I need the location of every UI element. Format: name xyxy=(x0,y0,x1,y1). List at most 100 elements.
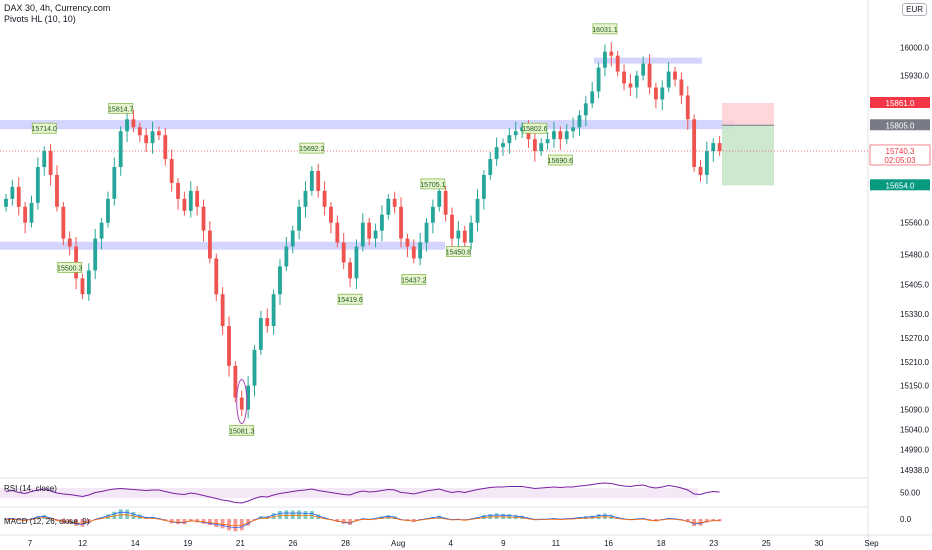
pivot-label-box xyxy=(108,102,134,114)
candle-body xyxy=(106,198,110,223)
price-tag-value: 15654.0 xyxy=(886,181,915,190)
macd-histogram-bar xyxy=(685,519,690,523)
macd-histogram-bar xyxy=(67,519,72,524)
macd-histogram-bar xyxy=(80,519,85,527)
candle-body xyxy=(532,139,537,152)
candle-body xyxy=(647,63,652,88)
chart-title: DAX 30, 4h, Currency.com xyxy=(4,3,111,13)
candle-body xyxy=(494,147,499,160)
macd-histogram-bar xyxy=(392,516,397,519)
macd-histogram-bar xyxy=(271,513,276,519)
x-tick-label: 16 xyxy=(604,539,613,548)
macd-histogram-bar xyxy=(386,515,391,519)
candle-body xyxy=(16,186,21,207)
macd-histogram-bar xyxy=(488,514,493,519)
rsi-band xyxy=(0,488,698,498)
candle-body xyxy=(169,159,174,183)
macd-histogram-bar xyxy=(437,515,442,519)
macd-histogram-bar xyxy=(297,510,302,519)
macd-histogram-bar xyxy=(494,513,499,519)
candle-body xyxy=(61,206,66,239)
candle-body xyxy=(125,119,129,132)
candle-body xyxy=(462,230,467,243)
candle-body xyxy=(711,143,716,152)
x-tick-label: 23 xyxy=(709,539,718,548)
candle-body xyxy=(558,131,563,140)
candle-body xyxy=(163,135,168,160)
macd-histogram-bar xyxy=(481,515,486,519)
price-tag-value: 15805.0 xyxy=(886,121,915,130)
x-tick-label: 25 xyxy=(762,539,771,548)
pivot-label: 15500.3 xyxy=(57,265,82,272)
candle-body xyxy=(195,190,200,207)
y-tick-label: 15150.0 xyxy=(900,382,929,391)
candle-body xyxy=(564,131,569,140)
macd-histogram-bar xyxy=(278,511,282,519)
pivot-label-box xyxy=(57,262,83,273)
macd-histogram-bar xyxy=(590,515,595,519)
candle-body xyxy=(239,397,244,410)
candle-body xyxy=(673,71,677,80)
candle-body xyxy=(201,206,206,231)
pivot-label: 15705.1 xyxy=(420,182,445,189)
rsi-label: RSI (14, close) xyxy=(4,484,57,493)
pivot-label: 15814.7 xyxy=(108,106,133,113)
price-tag-stop xyxy=(870,96,930,108)
y-tick-label: 15560.0 xyxy=(900,219,929,228)
x-tick-label: 21 xyxy=(236,539,245,548)
macd-histogram-bar xyxy=(227,519,231,531)
candle-body xyxy=(583,103,588,116)
y-tick-label: 15270.0 xyxy=(900,334,929,343)
candle-body xyxy=(341,242,346,263)
countdown-timer: 02:05:03 xyxy=(884,156,916,165)
candle-body xyxy=(303,190,308,207)
candle-body xyxy=(93,238,98,271)
candle-body xyxy=(481,174,486,199)
stop-loss-zone xyxy=(722,102,774,126)
zone-resistance xyxy=(0,120,735,130)
candle-body xyxy=(685,95,690,120)
pivot-label: 15802.6 xyxy=(522,126,547,133)
macd-histogram-bar xyxy=(348,519,352,525)
x-tick-label: 14 xyxy=(131,539,140,548)
y-tick-label: 15480.0 xyxy=(900,250,929,259)
macd-histogram-bar xyxy=(118,509,123,519)
macd-histogram-bar xyxy=(654,519,658,522)
candle-body xyxy=(698,167,703,175)
candle-body xyxy=(552,131,556,140)
pivot-label: 15081.3 xyxy=(229,428,254,435)
candle-body xyxy=(233,365,238,398)
macd-histogram-bar xyxy=(265,516,270,519)
macd-histogram-bar xyxy=(144,516,149,519)
pivot-label: 16031.1 xyxy=(592,27,617,34)
candle-body xyxy=(4,198,8,207)
x-tick-label: 26 xyxy=(289,539,298,548)
pivot-label: 15437.2 xyxy=(401,277,426,284)
candle-body xyxy=(418,242,423,259)
candle-body xyxy=(411,246,416,259)
macd-histogram-bar xyxy=(335,519,340,523)
candle-body xyxy=(252,349,257,386)
x-tick-label: 7 xyxy=(28,539,33,548)
candle-body xyxy=(373,230,378,239)
y-tick-label: 15210.0 xyxy=(900,358,929,367)
candle-body xyxy=(335,222,340,243)
candle-body xyxy=(29,202,34,223)
macd-histogram-bar xyxy=(182,519,187,525)
y-tick-label: 15930.0 xyxy=(900,72,929,81)
currency-badge[interactable]: EUR xyxy=(902,3,927,16)
macd-histogram-bar xyxy=(125,509,129,519)
pivot-label-box xyxy=(299,142,325,154)
macd-histogram-bar xyxy=(303,511,308,519)
pivot-label-box xyxy=(547,154,573,166)
macd-histogram-bar xyxy=(596,514,601,519)
candle-body xyxy=(571,127,575,132)
pivot-label: 15419.6 xyxy=(337,297,362,304)
candle-body xyxy=(609,51,614,56)
candle-body xyxy=(80,278,85,295)
macd-histogram-bar xyxy=(137,514,142,519)
candle-body xyxy=(628,83,633,88)
macd-histogram-bar xyxy=(106,514,110,519)
candle-body xyxy=(246,385,251,410)
